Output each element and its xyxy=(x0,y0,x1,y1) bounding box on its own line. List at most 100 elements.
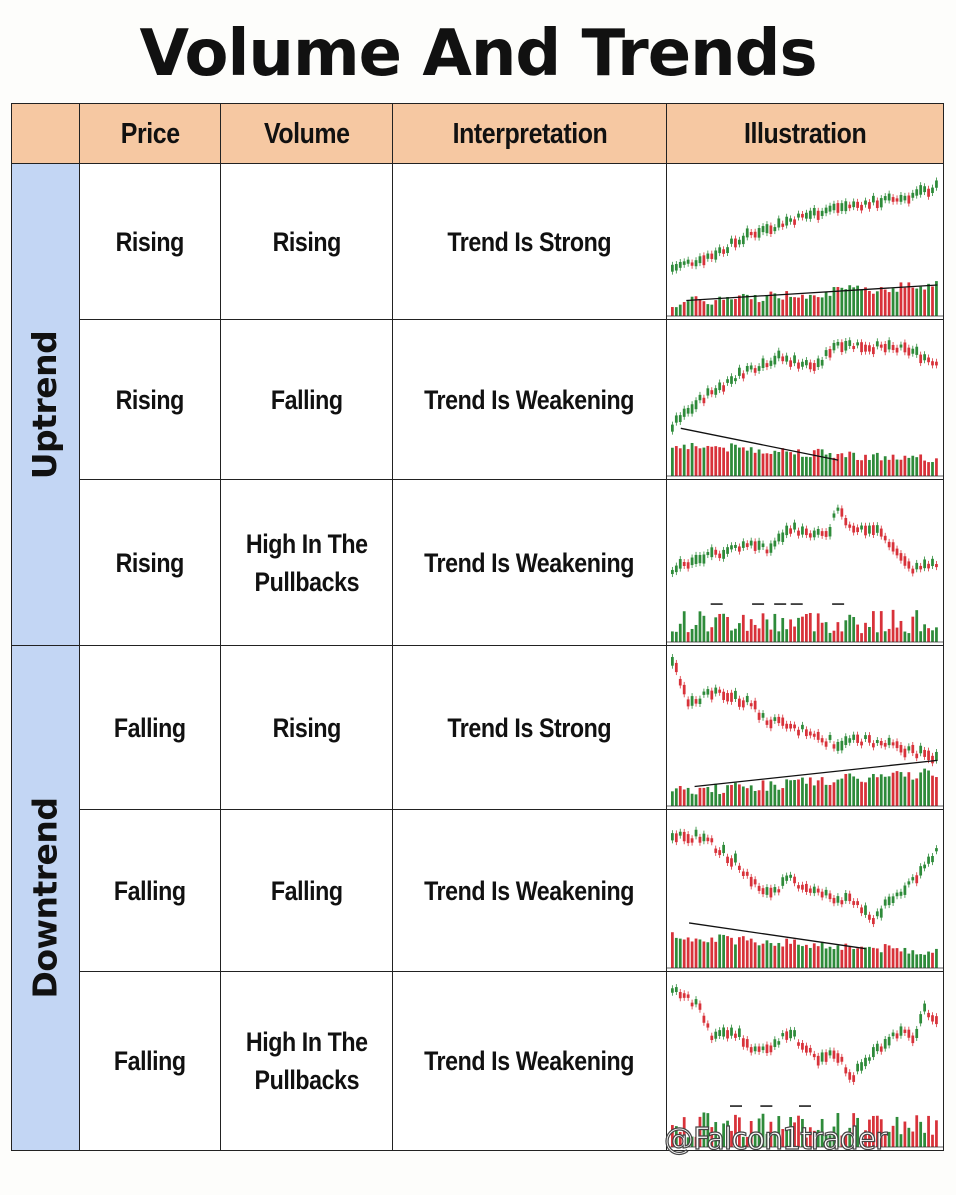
volume-bar xyxy=(726,936,729,969)
volume-bar xyxy=(887,292,891,317)
volume-bar xyxy=(836,1113,840,1147)
volume-bar xyxy=(694,446,698,477)
volume-bar xyxy=(801,616,804,643)
volume-bar xyxy=(911,779,915,807)
candle-body xyxy=(808,533,812,538)
volume-bar xyxy=(741,614,745,643)
candle-body xyxy=(832,513,836,518)
candle-body xyxy=(706,388,710,396)
candle-body xyxy=(935,848,938,852)
candle-body xyxy=(820,891,824,898)
candle-body xyxy=(765,720,769,725)
candle-body xyxy=(891,344,895,351)
volume-bar xyxy=(919,631,923,643)
candle-body xyxy=(805,212,808,219)
candle-body xyxy=(757,885,761,891)
volume-bar xyxy=(816,297,820,317)
uptrend-pullback-volume-chart-icon xyxy=(667,504,943,643)
volume-bar xyxy=(879,774,883,807)
volume-bar xyxy=(919,772,923,807)
volume-bar xyxy=(879,952,883,969)
candle-body xyxy=(856,201,859,208)
volume-bar xyxy=(734,782,737,807)
volume-bar xyxy=(931,630,934,643)
volume-bar xyxy=(785,451,789,477)
volume-bar xyxy=(789,943,792,969)
volume-bar xyxy=(887,459,891,477)
volume-bar xyxy=(852,949,856,969)
volume-trendline xyxy=(694,759,938,788)
volume-bar xyxy=(824,784,828,807)
volume-bar xyxy=(698,939,702,969)
uptrend-rising-volume-chart-icon xyxy=(667,177,943,317)
candle-body xyxy=(840,508,844,517)
volume-bar xyxy=(738,623,741,643)
volume-bar xyxy=(891,948,895,969)
volume-bar xyxy=(860,460,863,477)
volume-bar xyxy=(856,459,859,477)
candle-body xyxy=(722,691,725,700)
candle-body xyxy=(875,341,879,347)
volume-bar xyxy=(915,457,919,477)
volume-bar xyxy=(931,1134,934,1147)
volume-bar xyxy=(761,943,765,969)
candle-body xyxy=(749,703,753,707)
volume-bar xyxy=(698,299,702,317)
candle-body xyxy=(903,342,907,353)
candle-body xyxy=(710,1035,714,1041)
volume-bar xyxy=(931,952,934,969)
volume-bar xyxy=(686,937,690,969)
volume-bar xyxy=(848,451,852,477)
candle-body xyxy=(734,690,737,700)
volume-bar xyxy=(718,934,722,969)
volume-bar xyxy=(718,296,722,317)
volume-bar xyxy=(789,780,792,807)
candle-body xyxy=(671,424,674,432)
candle-body xyxy=(773,540,777,547)
volume-bar xyxy=(816,946,820,969)
volume-bar xyxy=(883,631,887,643)
candle-body xyxy=(915,875,919,884)
volume-bar xyxy=(805,298,808,317)
candle-body xyxy=(927,563,930,569)
candle-body xyxy=(797,1042,800,1046)
volume-bar xyxy=(801,294,804,317)
volume-bar xyxy=(797,449,800,477)
candle-body xyxy=(773,1039,777,1047)
volume-bar xyxy=(686,632,690,643)
candle-body xyxy=(868,1057,871,1061)
candle-body xyxy=(769,1045,773,1053)
row1-illustration xyxy=(667,164,943,320)
candle-body xyxy=(824,350,828,356)
candle-body xyxy=(773,887,777,893)
volume-bar xyxy=(808,1127,812,1147)
volume-bar xyxy=(734,298,737,317)
candle-body xyxy=(797,362,800,369)
candle-body xyxy=(741,541,745,548)
candle-body xyxy=(678,831,682,836)
candle-body xyxy=(860,342,863,353)
volume-bar xyxy=(710,792,714,807)
volume-bar xyxy=(753,624,757,643)
candle-body xyxy=(801,724,804,730)
volume-bar xyxy=(765,790,769,807)
candle-body xyxy=(674,987,678,993)
volume-bar xyxy=(674,788,678,807)
candle-body xyxy=(887,193,891,201)
candle-body xyxy=(919,565,923,570)
volume-bar xyxy=(753,942,757,969)
volume-bar xyxy=(706,445,710,477)
candle-body xyxy=(694,554,698,564)
candle-body xyxy=(761,358,765,368)
volume-bar xyxy=(923,768,926,807)
volume-bar xyxy=(671,307,674,317)
candle-body xyxy=(812,530,816,538)
volume-bar xyxy=(690,1136,694,1147)
volume-bar xyxy=(714,1122,718,1147)
volume-bar xyxy=(761,613,765,643)
candle-body xyxy=(674,264,678,271)
candle-body xyxy=(682,561,686,567)
row5-interpretation: Trend Is Weakening xyxy=(393,810,667,972)
volume-bar xyxy=(734,628,737,643)
candle-body xyxy=(931,187,934,194)
